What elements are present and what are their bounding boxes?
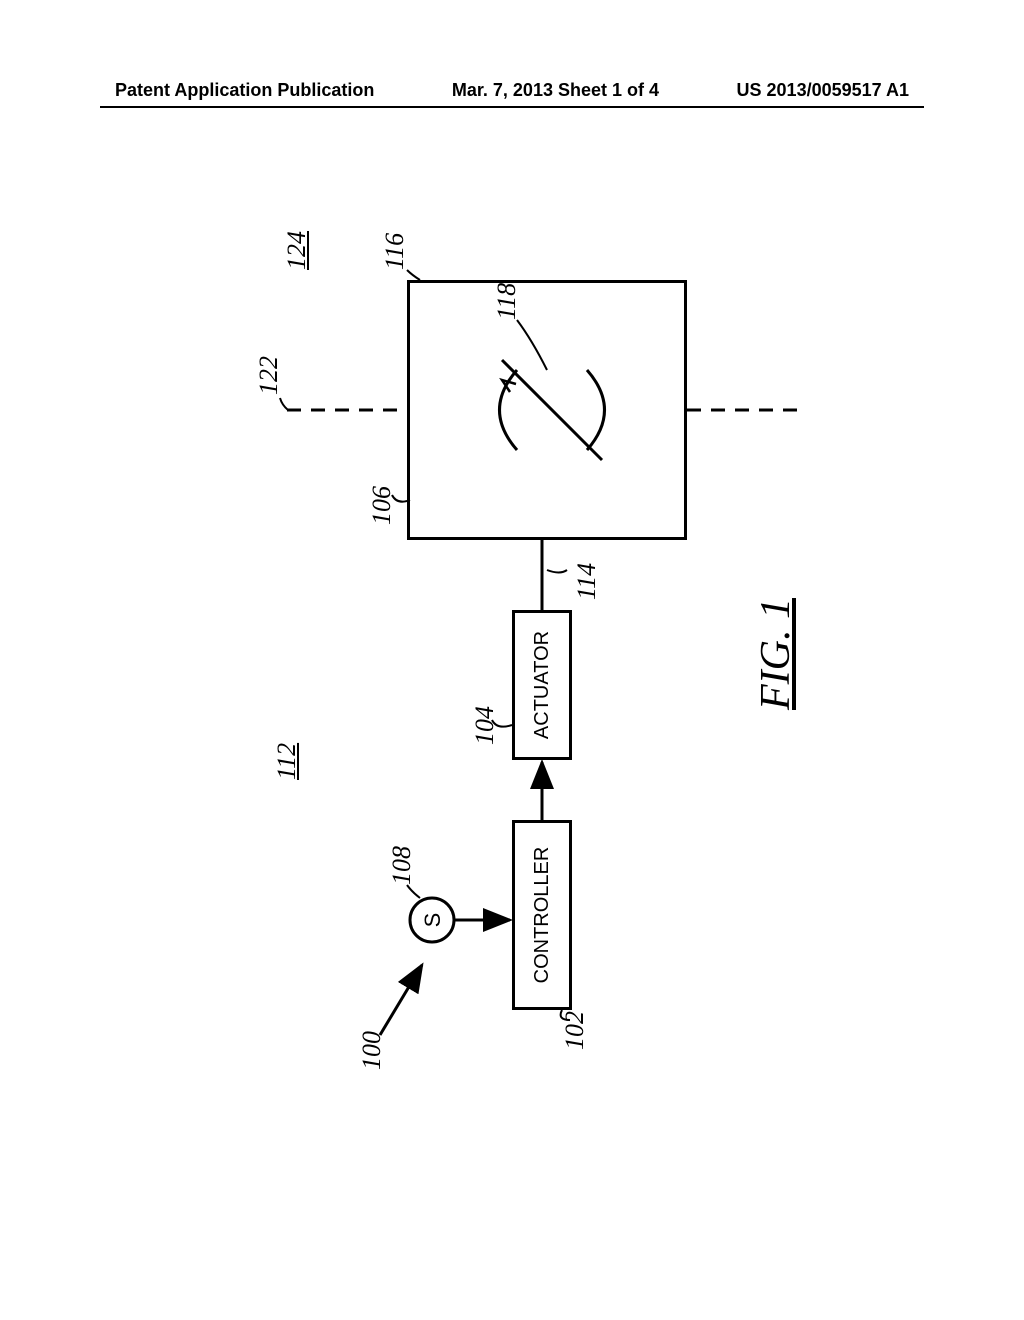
ref-108: 108 [387,846,417,885]
diagram-rotated: CONTROLLER ACTUATOR S [162,190,862,1090]
header-divider [100,106,924,108]
figure-label: FIG. 1 [752,598,800,710]
controller-label: CONTROLLER [531,847,554,984]
damper-box [407,280,687,540]
ref-104: 104 [470,706,500,745]
leader-122 [280,398,288,410]
leader-108 [407,885,420,898]
header-left: Patent Application Publication [115,80,374,101]
arrow-system-pointer [380,965,422,1035]
ref-122: 122 [254,356,284,395]
ref-118: 118 [492,283,522,320]
ref-100: 100 [357,1031,387,1070]
ref-102: 102 [560,1011,590,1050]
ref-116: 116 [380,233,410,270]
page-header: Patent Application Publication Mar. 7, 2… [0,80,1024,101]
ref-106: 106 [367,486,397,525]
sensor-circle [410,898,454,942]
header-center: Mar. 7, 2013 Sheet 1 of 4 [452,80,659,101]
actuator-label: ACTUATOR [531,631,554,739]
leader-116 [407,270,420,280]
ref-112: 112 [272,743,302,780]
actuator-block: ACTUATOR [512,610,572,760]
sensor-label: S [420,913,445,928]
diagram: CONTROLLER ACTUATOR S [100,140,924,1140]
controller-block: CONTROLLER [512,820,572,1010]
header-right: US 2013/0059517 A1 [737,80,909,101]
ref-114: 114 [572,563,602,600]
ref-124: 124 [282,231,312,270]
leader-114 [547,570,567,573]
